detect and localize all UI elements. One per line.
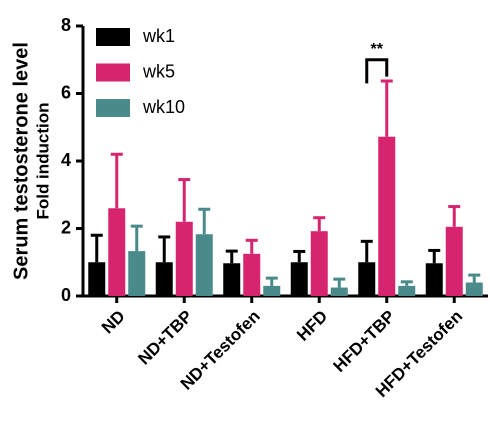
error-bar [178,178,191,222]
bar [290,262,308,296]
error-bar [448,205,461,227]
y-axis-sublabel: Fold induction [33,102,52,219]
x-tick-label: ND [98,307,129,338]
significance-label: ** [371,41,384,58]
bar [330,287,348,296]
bar [358,262,376,296]
bar [310,231,328,296]
error-bar [293,249,306,263]
error-bar [130,224,143,252]
bar [223,263,241,296]
legend-swatch [96,28,130,46]
bar [108,208,126,296]
error-bar [360,239,373,263]
x-tick-label: ND+TBP [134,307,196,369]
error-bar [110,152,123,209]
error-bar [400,280,413,286]
error-bar [333,277,346,288]
bar [263,285,281,296]
y-axis-label: Serum testosterone level [10,42,32,280]
error-bar [225,249,238,264]
legend-label: wk1 [142,26,175,46]
bar [128,251,146,296]
error-bar [245,238,258,254]
bar [195,234,213,296]
bar [445,226,463,296]
significance-bracket [365,58,389,84]
error-bar [313,216,326,232]
error-bar [90,233,103,263]
bar [465,282,483,296]
bar [155,262,173,296]
bar [425,263,443,296]
error-bar [265,276,278,286]
error-bar [380,79,393,137]
y-tick-label: 2 [61,217,71,237]
bar [378,136,396,296]
y-tick-label: 0 [61,285,71,305]
error-bar [428,248,441,264]
legend-label: wk10 [142,97,185,117]
legend-swatch [96,63,130,82]
bar [243,253,261,296]
bar [398,285,416,296]
legend-swatch [96,99,130,117]
y-tick-label: 4 [61,150,71,170]
error-bar [158,235,171,263]
x-tick-label: HFD [293,307,331,345]
bar [88,262,106,296]
error-bar [198,207,211,235]
x-tick-label: HFD+TBP [330,307,399,376]
legend-label: wk5 [142,61,175,81]
error-bar [468,273,481,283]
bar [175,221,193,296]
y-tick-label: 8 [61,15,71,35]
y-tick-label: 6 [61,82,71,102]
